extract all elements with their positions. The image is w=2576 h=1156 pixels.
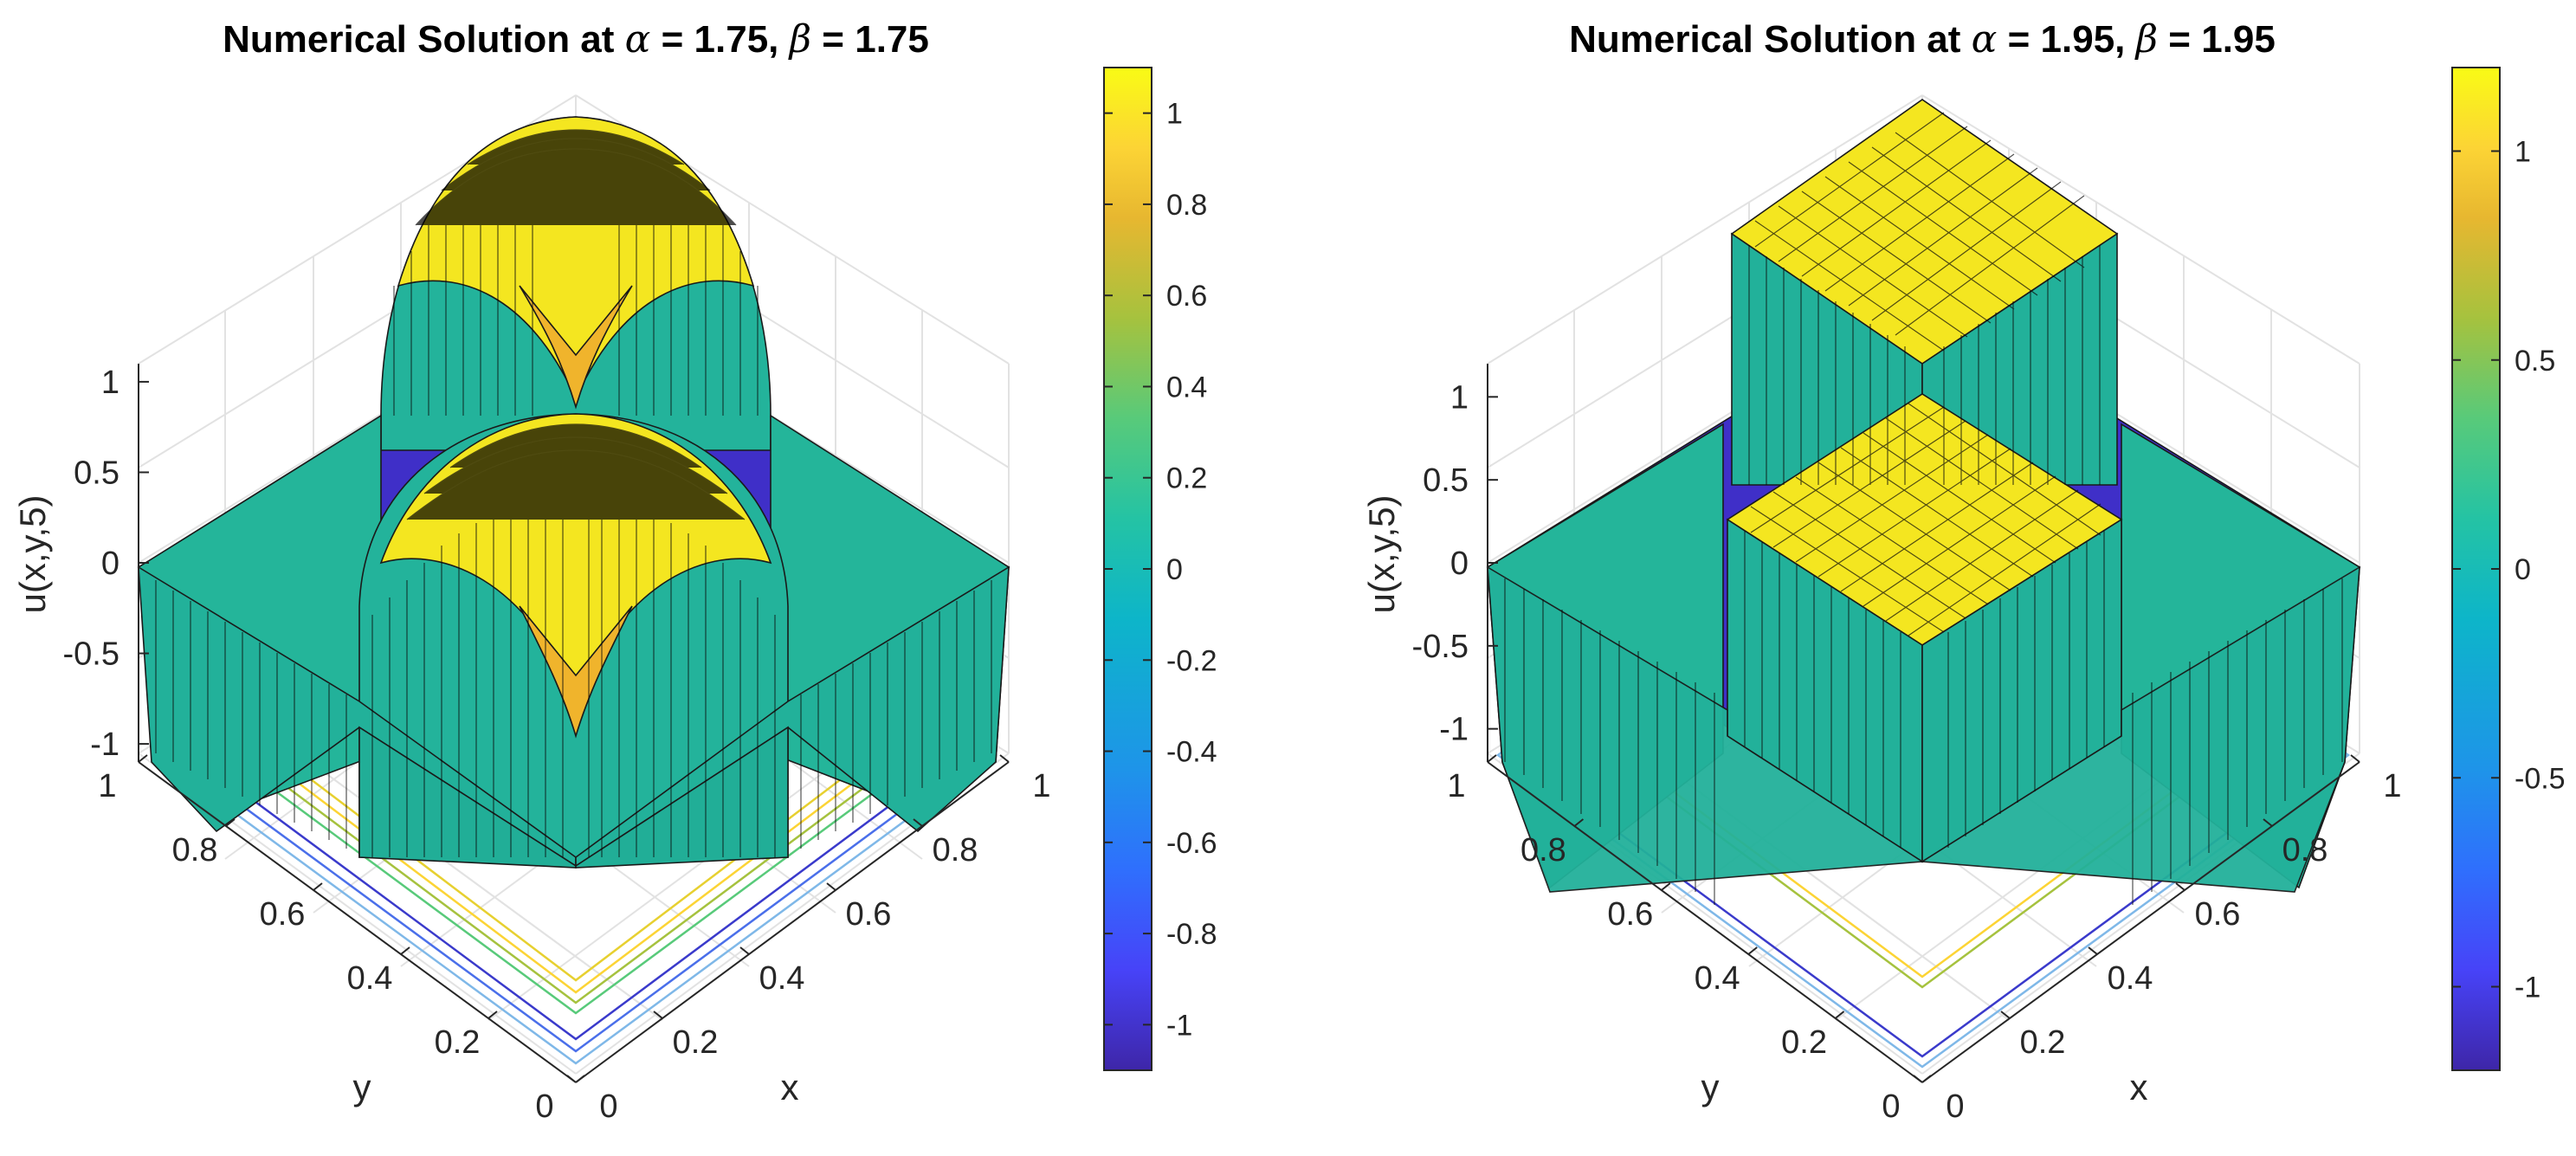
left-y-tick-label: 1 (98, 768, 116, 804)
right-z-tick-label: -1 (1439, 712, 1469, 748)
right-y-tick-label: 0.4 (1695, 960, 1740, 997)
right-y-tick-mark (1921, 1075, 1932, 1083)
left-y-tick-label: 0.6 (260, 896, 306, 933)
right-y-tick-mark (1834, 1011, 1845, 1019)
left-colorbar-tick-label: 0.8 (1166, 189, 1207, 222)
left-colorbar-tick-label: 0.4 (1166, 371, 1207, 404)
right-x-tick-label: 0.8 (2282, 832, 2328, 869)
right-y-tick-mark (1661, 882, 1671, 891)
left-x-tick-mark (566, 1075, 577, 1083)
left-colorbar-tick-label: -0.6 (1166, 827, 1217, 860)
right-colorbar-tick-label: 0 (2515, 553, 2531, 586)
left-x-tick-mark (739, 946, 750, 955)
right-y-tick-mark (1573, 818, 1585, 827)
right-colorbar-tick-label: 0.5 (2515, 345, 2555, 378)
left-x-label: x (781, 1067, 799, 1108)
right-chart-title: Numerical Solution at α = 1.95, β = 1.95 (1569, 17, 2276, 61)
left-y-tick-mark (225, 818, 236, 827)
left-y-tick-mark (575, 1075, 585, 1083)
left-colorbar-tick-label: -0.2 (1166, 644, 1217, 677)
left-x-tick-mark (999, 754, 1010, 763)
right-x-tick-mark (1913, 1075, 1923, 1083)
right-colorbar: -1 -0.5 0 0.5 1 (2451, 67, 2566, 1071)
right-z-tick-label: 0 (1450, 546, 1469, 582)
right-x-tick-mark (2350, 754, 2360, 763)
left-colorbar-tick-label: -1 (1166, 1009, 1192, 1042)
right-x-axis-line (1921, 761, 2360, 1083)
right-y-tick-label: 0.6 (1607, 896, 1653, 933)
left-y-axis-line (138, 761, 577, 1083)
right-y-tick-label: 0.2 (1781, 1024, 1827, 1061)
left-x-tick-label: 0.2 (673, 1024, 719, 1061)
right-z-axis: -1 -0.5 0 0.5 1 u(x,y,5) (1361, 364, 1498, 762)
left-colorbar-tick-label: -0.8 (1166, 918, 1217, 951)
left-colorbar-tick-label: 1 (1166, 98, 1183, 131)
left-y-tick-label: 0.2 (435, 1024, 481, 1061)
left-colorbar-tick-label: 0 (1166, 553, 1183, 586)
left-colorbar-tick-label: 0.2 (1166, 462, 1207, 495)
right-y-label: y (1701, 1067, 1720, 1108)
left-mesh (155, 129, 992, 857)
left-x-tick-mark (826, 882, 836, 891)
right-x-tick-label: 0.2 (2020, 1024, 2066, 1061)
left-z-tick-label: 0.5 (74, 455, 119, 491)
right-x-tick-mark (2000, 1011, 2011, 1019)
left-x-tick-label: 0 (599, 1088, 617, 1125)
right-y-tick-label: 0.8 (1520, 832, 1566, 869)
left-chart-title: Numerical Solution at α = 1.75, β = 1.75 (223, 17, 929, 61)
right-surface (1486, 99, 2361, 893)
left-x-tick-label: 0.4 (759, 960, 805, 997)
right-x-tick-label: 0.4 (2108, 960, 2153, 997)
right-x-tick-mark (2175, 882, 2185, 891)
right-colorbar-tick-label: -1 (2515, 972, 2540, 1004)
left-colorbar-tick-label: 0.6 (1166, 280, 1207, 313)
left-y-tick-mark (487, 1011, 498, 1019)
left-y-tick-label: 0.4 (347, 960, 393, 997)
right-z-tick-label: 0.5 (1423, 462, 1469, 499)
right-y-tick-mark (1747, 946, 1758, 955)
left-z-axis: -1 -0.5 0 0.5 1 u(x,y,5) (12, 364, 149, 763)
left-colorbar: -1 -0.8 -0.6 -0.4 -0.2 0 0.2 0.4 0.6 0.8 1 (1103, 67, 1217, 1071)
right-x-label: x (2130, 1067, 2148, 1108)
left-z-label: u(x,y,5) (12, 495, 53, 614)
left-y-label: y (353, 1067, 371, 1108)
left-y-tick-mark (138, 754, 148, 763)
left-x-tick-mark (913, 818, 923, 827)
right-y-axis-line (1487, 761, 1923, 1083)
left-z-tick-label: 0 (101, 546, 119, 582)
left-z-tick-label: 1 (101, 365, 119, 401)
right-x-tick-label: 1 (2383, 768, 2401, 804)
left-z-tick-label: -0.5 (63, 636, 119, 673)
left-z-tick-label: -1 (90, 727, 119, 763)
left-x-tick-mark (653, 1011, 663, 1019)
left-x-tick-label: 1 (1032, 768, 1050, 804)
left-x-tick-label: 0.6 (846, 896, 892, 933)
left-y-tick-mark (313, 882, 323, 891)
right-colorbar-tick-label: -0.5 (2515, 762, 2566, 795)
right-chart: Numerical Solution at α = 1.95, β = 1.95 (1361, 17, 2566, 1125)
left-x-axis-line (575, 761, 1010, 1083)
right-y-tick-label: 1 (1447, 768, 1465, 804)
left-x-tick-label: 0.8 (933, 832, 978, 869)
right-colorbar-tick-label: 1 (2515, 136, 2531, 169)
right-z-tick-label: -0.5 (1412, 629, 1469, 665)
right-y-tick-label: 0 (1882, 1088, 1900, 1125)
right-x-tick-mark (2088, 946, 2098, 955)
right-mesh (1504, 112, 2343, 905)
right-x-tick-label: 0.6 (2195, 896, 2241, 933)
right-z-label: u(x,y,5) (1361, 495, 1402, 614)
right-x-tick-label: 0 (1946, 1088, 1964, 1125)
right-z-tick-label: 1 (1450, 379, 1469, 416)
left-y-tick-label: 0.8 (172, 832, 218, 869)
left-chart: Numerical Solution at α = 1.75, β = 1.75 (12, 17, 1217, 1125)
right-x-tick-mark (2263, 818, 2273, 827)
left-y-tick-label: 0 (535, 1088, 553, 1125)
right-y-tick-mark (1487, 754, 1497, 763)
left-colorbar-tick-label: -0.4 (1166, 736, 1217, 769)
left-y-tick-mark (400, 946, 410, 955)
